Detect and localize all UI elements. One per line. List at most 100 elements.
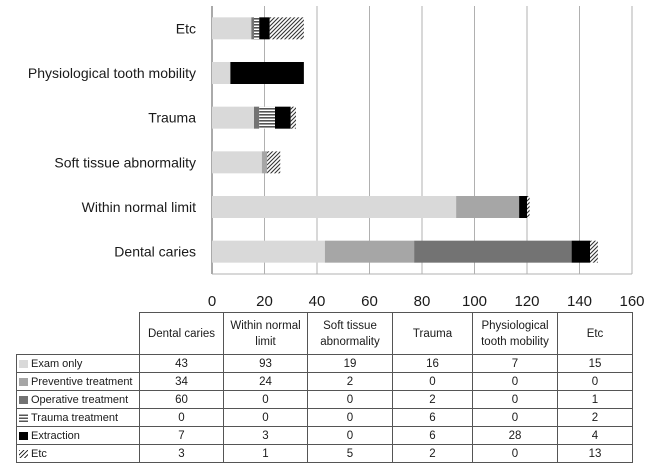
table-cell: 2 (392, 390, 473, 409)
table-cell: 6 (392, 426, 473, 445)
table-cell: 0 (472, 408, 558, 427)
bar-segment (212, 151, 262, 174)
x-tick-label: 0 (208, 293, 216, 310)
table-row: Extraction 7 3 0 6 28 4 (16, 426, 633, 445)
category-label: Physiological tooth mobility (28, 65, 196, 81)
category-label: Dental caries (114, 244, 196, 260)
bar-segment (212, 196, 457, 218)
bar-segment (590, 240, 598, 263)
table-row-header: Trauma treatment (16, 408, 140, 427)
legend-swatch (19, 377, 28, 386)
table-row: Etc 3 1 5 2 0 13 (16, 444, 633, 463)
table-cell: 0 (392, 372, 473, 391)
table-row: Preventive treatment 34 24 2 0 0 0 (16, 372, 633, 391)
table-body: Exam only 43 93 19 16 7 15 Preventive treatment… (16, 354, 633, 463)
table-cell: 2 (392, 444, 473, 463)
table-cell: 24 (223, 372, 308, 391)
table-cell: 43 (139, 354, 224, 373)
bar-segment (212, 17, 252, 40)
bar-segment (254, 17, 260, 40)
table-row-header: Exam only (16, 354, 140, 373)
table-cell: 16 (392, 354, 473, 373)
table-cell: 15 (557, 354, 633, 373)
table-cell: 0 (139, 408, 224, 427)
bar-segment (290, 106, 296, 129)
table-column-header: Physiological tooth mobility (472, 312, 558, 355)
data-table-grid: Dental caries Within normal limit Soft tiss… (16, 312, 633, 463)
bar-segment (230, 62, 304, 84)
table-cell: 0 (472, 444, 558, 463)
table-cell: 28 (472, 426, 558, 445)
table-cell: 0 (223, 408, 308, 427)
bar-segment (259, 17, 270, 40)
table-row-header: Preventive treatment (16, 372, 140, 391)
bar-segment (456, 196, 520, 218)
table-row: Trauma treatment 0 0 0 6 0 2 (16, 408, 633, 427)
table-cell: 0 (223, 390, 308, 409)
category-label: Soft tissue abnormality (54, 154, 196, 170)
x-tick-label: 80 (414, 293, 431, 310)
x-tick-label: 100 (462, 293, 487, 310)
table-cell: 7 (472, 354, 558, 373)
legend-swatch (19, 359, 28, 368)
table-column-header: Etc (557, 312, 633, 355)
legend-swatch (19, 431, 28, 440)
table-cell: 60 (139, 390, 224, 409)
table-cell: 93 (223, 354, 308, 373)
legend-swatch (19, 449, 28, 458)
x-tick-label: 60 (361, 293, 378, 310)
table-column-header: Trauma (392, 312, 473, 355)
bar-segment (275, 106, 291, 129)
bar-segment (259, 106, 275, 129)
table-row-header: Extraction (16, 426, 140, 445)
table-cell: 34 (139, 372, 224, 391)
x-tick-label: 140 (567, 293, 592, 310)
bars (212, 17, 598, 263)
legend-swatch (19, 395, 28, 404)
table-cell: 7 (139, 426, 224, 445)
bar-segment (267, 151, 281, 174)
bar-segment (212, 240, 325, 263)
table-header-row: Dental caries Within normal limit Soft tiss… (16, 312, 633, 355)
gridlines (211, 6, 633, 275)
table-cell: 1 (223, 444, 308, 463)
table-cell: 0 (307, 408, 393, 427)
x-tick-label: 40 (309, 293, 326, 310)
table-row-header: Operative treatment (16, 390, 140, 409)
bar-segment (519, 196, 527, 218)
bar-segment (269, 17, 304, 40)
category-label: Trauma (148, 110, 196, 126)
table-row: Operative treatment 60 0 0 2 0 1 (16, 390, 633, 409)
table-cell: 3 (139, 444, 224, 463)
x-tick-label: 120 (514, 293, 539, 310)
table-cell: 5 (307, 444, 393, 463)
table-cell: 13 (557, 444, 633, 463)
table-cell: 3 (223, 426, 308, 445)
bar-segment (527, 196, 530, 218)
table-cell: 0 (307, 390, 393, 409)
bar-segment (571, 240, 590, 263)
table-cell: 2 (557, 408, 633, 427)
data-table: Dental caries Within normal limit Soft tiss… (16, 312, 633, 463)
legend-swatch (19, 413, 28, 422)
table-column-header: Within normal limit (223, 312, 308, 355)
bar-segment (212, 62, 231, 84)
bar-segment (212, 106, 254, 129)
stacked-bar-chart: Dental caries Within normal limit Soft tis… (28, 6, 645, 310)
table-cell: 1 (557, 390, 633, 409)
table-row-header: Etc (16, 444, 140, 463)
category-labels: Dental caries Within normal limit Soft tis… (28, 20, 196, 259)
category-label: Etc (176, 20, 196, 36)
bar-segment (251, 17, 254, 40)
x-tick-label: 20 (256, 293, 273, 310)
x-tick-labels: 0 20 40 60 80 100 120 140 160 (208, 293, 645, 310)
table-cell: 6 (392, 408, 473, 427)
category-label: Within normal limit (82, 199, 196, 215)
bar-segment (261, 151, 268, 174)
table-cell: 0 (307, 426, 393, 445)
table-cell: 4 (557, 426, 633, 445)
bar-segment (254, 106, 260, 129)
table-column-header: Soft tissue abnormality (307, 312, 393, 355)
bar-segment (324, 240, 415, 263)
table-cell: 2 (307, 372, 393, 391)
